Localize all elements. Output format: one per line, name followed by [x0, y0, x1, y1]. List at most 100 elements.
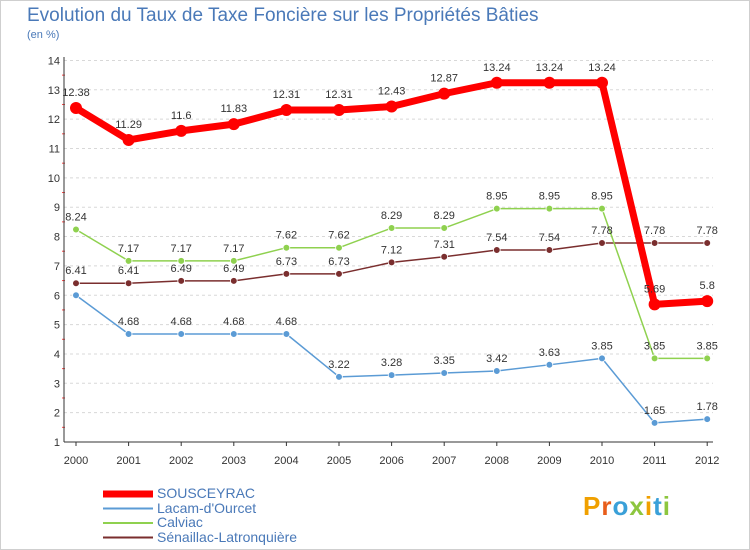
data-label-0-2006: 12.43 [378, 86, 406, 98]
data-point-2-2002 [177, 257, 186, 265]
x-tick-label-2000: 2000 [64, 455, 88, 467]
x-tick-label-2007: 2007 [432, 455, 456, 467]
data-label-2-2002: 7.17 [170, 243, 191, 255]
data-label-2-2001: 7.17 [118, 243, 139, 255]
data-label-0-2010: 13.24 [588, 62, 616, 74]
y-tick-label-9: 9 [54, 202, 60, 214]
legend-label-2: Calviac [157, 514, 203, 530]
data-point-0-2001 [122, 133, 135, 146]
data-label-0-2009: 13.24 [536, 62, 564, 74]
data-label-3-2004: 6.73 [276, 256, 297, 268]
x-tick-label-2008: 2008 [485, 455, 509, 467]
data-point-3-2005 [335, 270, 343, 278]
data-label-2-2006: 8.29 [381, 210, 402, 222]
x-tick-label-2001: 2001 [116, 455, 140, 467]
data-point-3-2002 [177, 277, 186, 285]
data-label-0-2007: 12.87 [430, 73, 458, 85]
data-point-0-2003 [227, 118, 240, 131]
data-label-1-2011: 1.65 [644, 405, 665, 417]
data-point-2-2012 [703, 354, 711, 363]
data-point-0-2002 [175, 124, 188, 137]
y-tick-label-12: 12 [48, 114, 60, 126]
legend-label-3: Sénaillac-Latronquière [157, 528, 298, 545]
data-label-1-2004: 4.68 [276, 316, 297, 328]
data-point-3-2006 [387, 258, 396, 267]
data-label-0-2002: 11.6 [171, 110, 192, 122]
data-label-1-2002: 4.68 [170, 316, 191, 328]
data-label-2-2005: 7.62 [328, 230, 349, 242]
data-point-3-2004 [282, 270, 291, 278]
y-tick-label-11: 11 [49, 144, 60, 156]
data-point-1-2008 [492, 367, 501, 375]
data-point-2-2000 [72, 225, 80, 234]
data-label-3-2005: 6.73 [328, 256, 349, 268]
data-point-0-2009 [543, 76, 556, 89]
data-point-1-2011 [650, 419, 659, 427]
data-label-3-2006: 7.12 [381, 244, 402, 256]
data-point-3-2009 [545, 246, 554, 254]
data-label-0-2011: 5.69 [644, 283, 665, 295]
y-tick-label-3: 3 [54, 378, 60, 390]
data-point-2-2001 [124, 257, 133, 265]
data-label-3-2007: 7.31 [433, 239, 454, 251]
data-label-0-2001: 11.29 [115, 119, 142, 131]
data-label-1-2009: 3.63 [539, 347, 560, 359]
data-label-3-2010: 7.78 [591, 225, 612, 237]
x-tick-label-2009: 2009 [537, 455, 561, 467]
x-tick-label-2006: 2006 [379, 455, 403, 467]
chart-title: Evolution du Taux de Taxe Foncière sur l… [27, 5, 539, 26]
data-label-1-2008: 3.42 [486, 353, 507, 365]
data-label-2-2010: 8.95 [591, 191, 612, 203]
data-label-1-2012: 1.78 [696, 401, 717, 413]
y-tick-label-10: 10 [48, 173, 60, 185]
data-point-1-2000 [72, 291, 80, 300]
data-label-3-2011: 7.78 [644, 225, 665, 237]
data-point-1-2009 [545, 361, 554, 369]
x-tick-label-2002: 2002 [169, 455, 193, 467]
data-point-2-2003 [230, 257, 238, 265]
data-point-3-2010 [598, 239, 606, 247]
data-point-3-2003 [230, 277, 238, 285]
data-label-2-2008: 8.95 [486, 191, 507, 203]
data-label-2-2003: 7.17 [223, 243, 244, 255]
data-point-2-2008 [492, 204, 501, 213]
data-label-0-2000: 12.38 [62, 87, 90, 99]
data-label-1-2007: 3.35 [433, 355, 454, 367]
data-point-1-2003 [230, 330, 238, 338]
proxiti-logo: Proxiti [583, 491, 671, 521]
data-point-3-2012 [703, 239, 711, 247]
data-point-1-2006 [387, 371, 396, 379]
data-point-2-2009 [545, 204, 554, 213]
data-point-1-2012 [703, 415, 711, 423]
data-point-0-2005 [333, 104, 345, 117]
data-label-2-2009: 8.95 [539, 191, 560, 203]
data-point-3-2008 [492, 246, 501, 254]
y-tick-label-6: 6 [54, 290, 60, 302]
y-tick-label-8: 8 [54, 232, 60, 244]
chart-subtitle: (en %) [27, 29, 60, 41]
data-label-3-2002: 6.49 [170, 263, 191, 275]
legend-label-0: SOUSCEYRAC [157, 485, 256, 501]
data-label-3-2003: 6.49 [223, 263, 244, 275]
legend-label-1: Lacam-d'Ourcet [157, 499, 257, 516]
data-point-1-2004 [282, 330, 291, 338]
data-point-0-2008 [490, 76, 503, 89]
data-point-0-2007 [438, 87, 451, 100]
data-point-2-2010 [598, 204, 606, 213]
data-label-0-2004: 12.31 [273, 89, 301, 101]
data-label-0-2012: 5.8 [700, 280, 715, 292]
data-point-0-2010 [596, 76, 608, 89]
y-tick-label-14: 14 [48, 55, 60, 67]
data-point-2-2007 [440, 224, 449, 232]
data-label-3-2009: 7.54 [539, 232, 560, 244]
data-point-2-2006 [387, 224, 396, 232]
data-point-1-2007 [440, 369, 449, 377]
data-point-0-2004 [280, 104, 293, 117]
data-point-1-2002 [177, 330, 186, 338]
data-point-0-2000 [70, 101, 82, 114]
y-tick-label-5: 5 [54, 320, 60, 332]
data-point-2-2005 [335, 243, 343, 252]
data-label-1-2010: 3.85 [591, 340, 612, 352]
x-tick-label-2010: 2010 [590, 455, 614, 467]
